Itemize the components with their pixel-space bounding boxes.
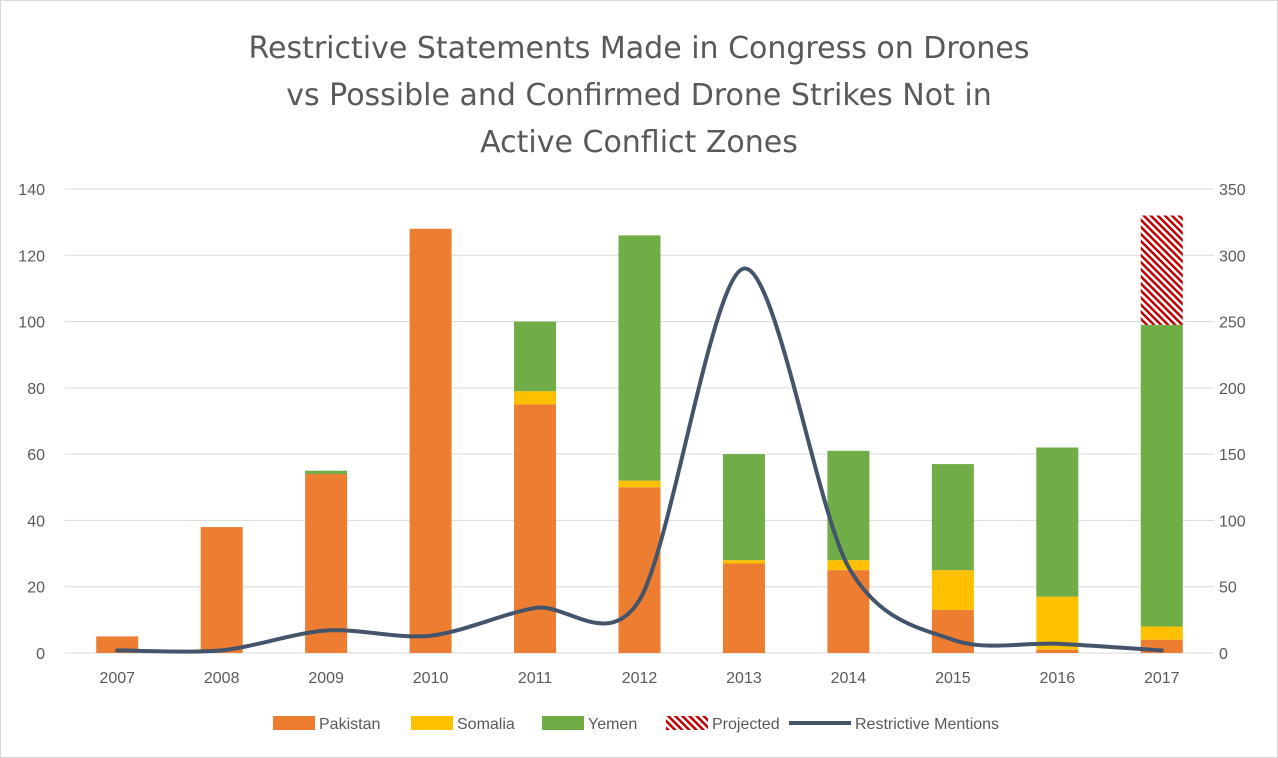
bar-pakistan (827, 570, 870, 653)
x-tick-label: 2017 (1144, 670, 1180, 687)
chart-title-line-2: vs Possible and Confirmed Drone Strikes … (286, 78, 992, 113)
line-series (115, 266, 1164, 654)
bar-yemen (618, 235, 661, 481)
bar-somalia (722, 560, 765, 564)
bar-pakistan (200, 527, 243, 653)
bar-yemen (827, 450, 870, 561)
y-right-tick-label: 250 (1219, 315, 1246, 332)
bar-somalia (514, 391, 557, 405)
bar-pakistan (722, 563, 765, 653)
x-tick-label: 2011 (518, 670, 553, 687)
y-left-tick-label: 140 (18, 182, 45, 199)
y-left-tick-label: 40 (27, 513, 45, 530)
bar-projected (1140, 215, 1183, 325)
x-tick-label: 2015 (935, 670, 971, 687)
x-tick-label: 2009 (308, 670, 344, 687)
legend-swatch-projected (666, 716, 708, 730)
legend-swatch-pakistan (273, 716, 315, 730)
y-right-tick-label: 50 (1219, 580, 1237, 597)
bar-somalia (1140, 626, 1183, 640)
y-left-tick-label: 80 (27, 381, 45, 398)
bar-pakistan (514, 404, 557, 653)
y-right-tick-label: 200 (1219, 381, 1246, 398)
legend-label-projected: Projected (712, 716, 780, 733)
legend-label-somalia: Somalia (457, 716, 515, 733)
y-right-tick-label: 300 (1219, 248, 1246, 265)
legend: Pakistan Somalia Yemen Projected Restrictive… (273, 716, 999, 733)
chart-title-line-3: Active Conflict Zones (480, 125, 798, 160)
bar-pakistan (931, 609, 974, 653)
legend-label-pakistan: Pakistan (319, 716, 380, 733)
y-right-tick-label: 0 (1219, 646, 1228, 663)
y-left-tick-label: 100 (18, 315, 45, 332)
bar-somalia (1036, 596, 1079, 650)
bar-somalia (931, 570, 974, 610)
legend-label-restrictive-mentions: Restrictive Mentions (855, 716, 999, 733)
y-left-tick-label: 0 (36, 646, 45, 663)
bar-yemen (514, 321, 557, 392)
bar-yemen (1036, 447, 1079, 597)
chart-title: Restrictive Statements Made in Congress … (1, 25, 1277, 166)
x-tick-label: 2014 (831, 670, 867, 687)
y-left-tick-label: 120 (18, 248, 45, 265)
bar-pakistan (1036, 649, 1079, 653)
x-tick-label: 2007 (99, 670, 135, 687)
x-tick-label: 2012 (622, 670, 658, 687)
x-tick-label: 2008 (204, 670, 240, 687)
bar-yemen (722, 454, 765, 561)
bar-pakistan (305, 474, 348, 653)
chart-title-line-1: Restrictive Statements Made in Congress … (248, 31, 1030, 66)
bar-yemen (1140, 324, 1183, 627)
bar-yemen (305, 470, 348, 475)
x-tick-label: 2016 (1040, 670, 1076, 687)
legend-label-yemen: Yemen (588, 716, 637, 733)
bar-pakistan (409, 228, 452, 653)
y-left-tick-label: 60 (27, 447, 45, 464)
bars (96, 215, 1183, 653)
axis-labels: 0 20 40 60 80 100 120 140 0 50 100 150 200 250 300 350 2… (18, 182, 1246, 687)
y-right-tick-label: 150 (1219, 447, 1246, 464)
y-right-tick-label: 100 (1219, 513, 1246, 530)
x-tick-label: 2010 (413, 670, 449, 687)
y-left-tick-label: 20 (27, 580, 45, 597)
bar-yemen (931, 464, 974, 571)
x-tick-label: 2013 (726, 670, 762, 687)
line-restrictive-mentions (115, 266, 1164, 654)
bar-somalia (618, 480, 661, 488)
legend-swatch-somalia (411, 716, 453, 730)
y-right-tick-label: 350 (1219, 182, 1246, 199)
bar-pakistan (618, 487, 661, 653)
legend-swatch-yemen (542, 716, 584, 730)
